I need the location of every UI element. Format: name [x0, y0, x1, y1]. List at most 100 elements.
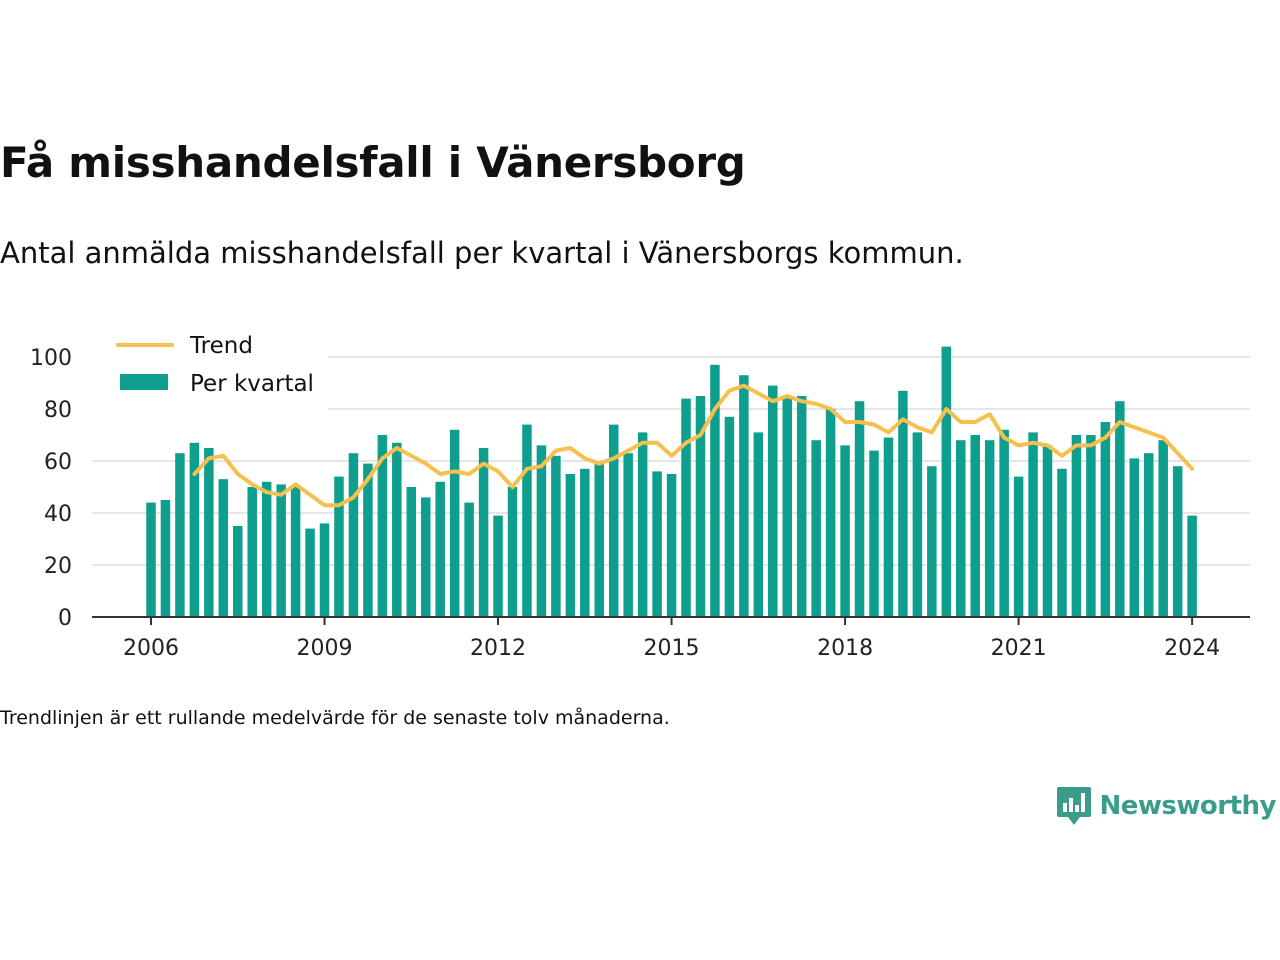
bar — [464, 502, 474, 617]
bar — [782, 396, 792, 617]
y-axis-ticks: 0 20 40 60 80 100 — [30, 346, 72, 631]
bar — [522, 424, 532, 617]
x-tick-label: 2015 — [644, 636, 700, 661]
bar — [348, 453, 359, 617]
bar — [204, 448, 214, 617]
bar — [941, 346, 952, 617]
bar — [435, 481, 445, 617]
bar — [189, 442, 200, 617]
bar — [652, 471, 662, 617]
bar — [739, 375, 749, 617]
x-tick-label: 2009 — [297, 636, 353, 661]
bar — [768, 385, 778, 617]
bar — [580, 468, 590, 617]
x-tick-label: 2006 — [123, 636, 179, 661]
x-tick-label: 2018 — [817, 636, 873, 661]
bar — [898, 390, 908, 617]
bar — [392, 442, 402, 617]
bar — [796, 396, 807, 617]
y-tick-label: 0 — [58, 606, 72, 631]
bar — [999, 429, 1009, 617]
bar — [160, 500, 171, 617]
y-tick-label: 40 — [44, 502, 72, 527]
bar — [319, 523, 330, 617]
y-tick-label: 80 — [44, 398, 72, 423]
bar — [276, 484, 286, 617]
legend-background — [88, 328, 328, 412]
y-tick-label: 20 — [44, 554, 72, 579]
bar — [710, 364, 720, 617]
bar — [1100, 422, 1111, 617]
bar — [536, 445, 547, 617]
bar — [854, 401, 865, 617]
brand-name: Newsworthy — [1099, 791, 1277, 821]
bar — [608, 424, 619, 617]
x-tick-label: 2021 — [991, 636, 1047, 661]
bar — [507, 487, 518, 617]
bar — [1071, 435, 1082, 617]
y-tick-label: 60 — [44, 450, 72, 475]
bar — [695, 396, 706, 617]
bar — [1057, 468, 1067, 617]
bar — [261, 481, 272, 617]
bar — [883, 437, 894, 617]
bar — [637, 432, 648, 617]
bar — [1042, 445, 1053, 617]
chart-area: 0 20 40 60 80 100 2006 2009 2012 2015 2018 2021 202… — [30, 328, 1250, 661]
x-tick-label: 2012 — [470, 636, 526, 661]
bar — [363, 463, 373, 617]
footnote: Trendlinjen är ett rullande medelvärde f… — [0, 707, 670, 729]
bar — [175, 453, 185, 617]
bar — [233, 526, 243, 617]
bar — [753, 432, 764, 617]
bar — [420, 497, 431, 617]
bar — [493, 515, 503, 617]
chart-title: Få misshandelsfall i Vänersborg — [0, 138, 746, 187]
legend-bar-label: Per kvartal — [190, 371, 314, 397]
bar — [825, 409, 836, 617]
bar — [1086, 435, 1096, 617]
trend-series — [192, 383, 1195, 508]
trend-line — [192, 383, 1195, 508]
bar — [984, 440, 995, 617]
bar — [956, 440, 966, 617]
bar — [927, 466, 937, 617]
bar — [681, 398, 691, 617]
legend-bar-swatch — [120, 374, 168, 390]
bar — [290, 487, 301, 617]
bar — [1143, 453, 1154, 617]
bar — [1129, 458, 1140, 617]
bar — [724, 416, 735, 617]
bar — [1172, 466, 1183, 617]
bar — [406, 487, 417, 617]
bar — [594, 463, 605, 617]
bar — [1028, 432, 1038, 617]
bar — [551, 455, 561, 617]
bar — [1013, 476, 1024, 617]
bar — [811, 440, 821, 617]
bar — [305, 528, 315, 617]
bar — [1115, 401, 1125, 617]
bar — [970, 435, 980, 617]
chart-subtitle: Antal anmälda misshandelsfall per kvarta… — [0, 236, 964, 270]
bar — [1187, 515, 1197, 617]
bar — [623, 453, 633, 617]
bar — [666, 474, 677, 617]
bar — [869, 450, 879, 617]
bar — [840, 445, 850, 617]
x-axis: 2006 2009 2012 2015 2018 2021 2024 — [92, 616, 1250, 661]
bar — [247, 487, 257, 617]
legend-trend-label: Trend — [189, 333, 253, 359]
bar — [1158, 440, 1168, 617]
bar — [377, 435, 388, 617]
bar — [912, 432, 923, 617]
bar — [146, 502, 156, 617]
bar — [478, 448, 489, 617]
y-tick-label: 100 — [30, 346, 72, 371]
bar — [218, 479, 229, 617]
bar-series — [146, 346, 1197, 617]
legend: Trend Per kvartal — [88, 328, 328, 412]
bar — [565, 474, 576, 617]
bar — [334, 476, 344, 617]
bar — [449, 429, 460, 617]
